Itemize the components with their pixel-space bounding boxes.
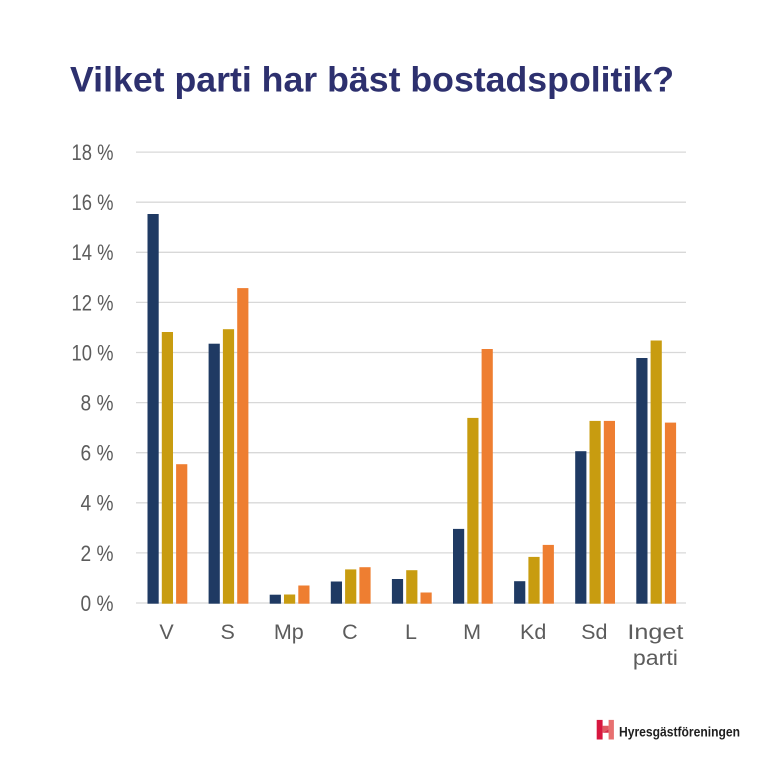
svg-text:S: S [221,620,235,644]
svg-text:C: C [342,620,358,644]
svg-text:Hyresgästföreningen: Hyresgästföreningen [619,725,740,740]
svg-text:8 %: 8 % [81,391,114,416]
svg-text:parti: parti [633,646,678,670]
svg-text:16 %: 16 % [72,190,114,215]
svg-text:12 %: 12 % [72,290,114,315]
svg-text:Vilket parti har bäst bostadsp: Vilket parti har bäst bostadspolitik? [70,60,674,100]
svg-text:18 %: 18 % [72,140,114,165]
svg-text:2 %: 2 % [81,541,114,566]
svg-text:Kd: Kd [520,620,546,644]
svg-text:L: L [405,620,417,644]
svg-text:10 %: 10 % [72,340,114,365]
svg-text:M: M [463,620,481,644]
svg-text:Mp: Mp [274,620,304,644]
svg-text:Sd: Sd [581,620,607,644]
svg-text:6 %: 6 % [81,441,114,466]
svg-text:Inget: Inget [627,620,683,644]
svg-text:14 %: 14 % [72,240,114,265]
svg-text:0 %: 0 % [81,591,114,616]
svg-text:V: V [159,620,174,644]
svg-text:4 %: 4 % [81,491,114,516]
